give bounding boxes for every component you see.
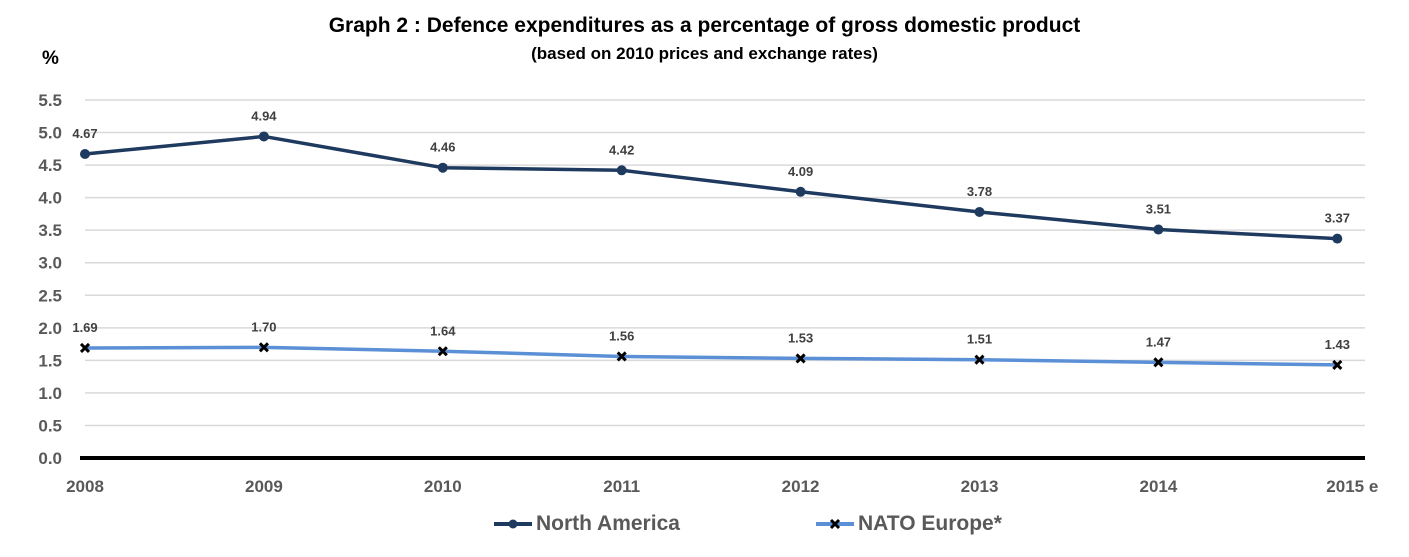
y-tick-label: 3.0 [38,254,62,273]
y-tick-label: 0.0 [38,449,62,468]
data-point [437,162,448,173]
data-label: 1.69 [72,320,97,335]
y-axis-label: % [42,48,59,69]
data-label: 1.47 [1146,334,1171,349]
x-tick-label: 2008 [66,477,104,496]
data-point [258,131,269,142]
data-label: 4.46 [430,140,455,155]
y-tick-label: 4.0 [38,189,62,208]
data-label: 4.67 [72,126,97,141]
data-point [1332,233,1343,244]
x-tick-label: 2011 [603,477,640,496]
y-tick-label: 0.5 [38,416,62,435]
y-tick-label: 2.5 [38,286,62,305]
data-label: 1.56 [609,328,634,343]
data-label: 1.53 [788,330,813,345]
legend-item-north-america: North America [494,512,680,536]
x-tick-label: 2013 [961,477,999,496]
data-point [616,351,627,362]
data-label: 4.42 [609,142,634,157]
data-label: 3.37 [1325,211,1350,226]
legend-marker-circle-icon [494,519,532,529]
data-label: 1.64 [430,323,456,338]
y-tick-label: 5.0 [38,124,62,143]
x-tick-label: 2010 [424,477,462,496]
legend-label: NATO Europe* [858,512,1002,535]
data-point [80,149,90,160]
legend-marker-x-icon [816,518,854,530]
y-tick-label: 5.5 [38,91,62,110]
data-label: 1.51 [967,332,992,347]
x-tick-label: 2015 e [1326,477,1378,496]
series-line-north-america [84,134,1338,241]
data-point [258,342,269,353]
chart-title: Graph 2 : Defence expenditures as a perc… [328,14,1081,37]
data-label: 3.51 [1146,202,1171,217]
data-point [795,186,806,197]
data-point [1153,357,1164,368]
x-tick-label: 2012 [782,477,820,496]
data-point [79,342,91,354]
legend-item-nato-europe: NATO Europe* [816,512,1002,536]
data-point [1332,359,1343,370]
data-point [437,346,448,357]
legend-label: North America [536,512,680,535]
data-label: 4.94 [251,108,277,123]
data-point [616,165,627,176]
data-label: 4.09 [788,164,813,179]
series-line-nato-europe [84,345,1338,367]
data-point [974,354,985,365]
y-tick-label: 3.5 [38,221,62,240]
y-tick-label: 1.5 [38,351,62,370]
y-tick-label: 1.0 [38,384,62,403]
y-tick-label: 4.5 [38,156,62,175]
data-point [974,206,985,217]
data-label: 1.70 [251,319,276,334]
data-point [1153,224,1164,235]
data-point [795,353,806,364]
x-tick-label: 2014 [1139,477,1177,496]
data-label: 3.78 [967,184,992,199]
y-tick-label: 2.0 [38,319,62,338]
data-label: 1.43 [1325,337,1350,352]
chart-subtitle: (based on 2010 prices and exchange rates… [531,44,878,63]
x-tick-label: 2009 [245,477,283,496]
